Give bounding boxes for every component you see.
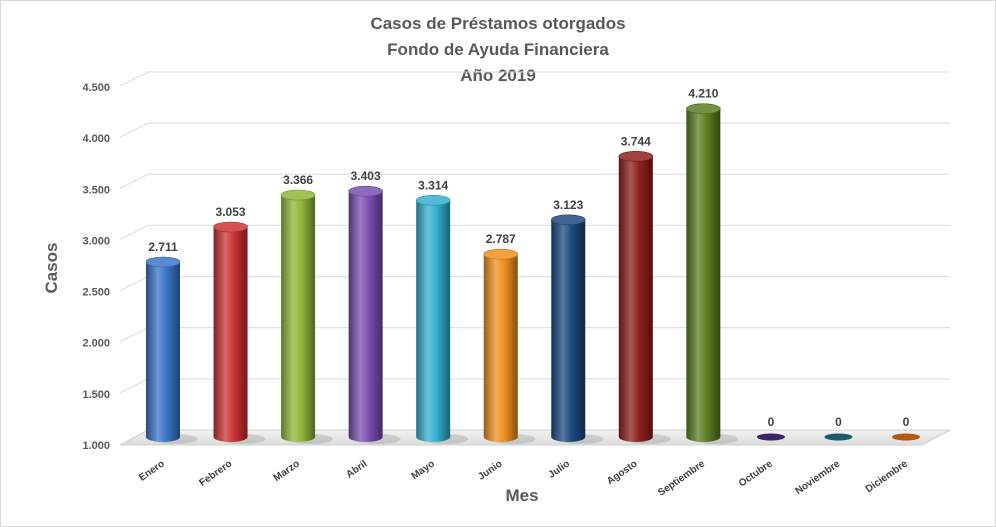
bar-agosto: [618, 151, 671, 444]
bar-zero-disk: [892, 433, 920, 441]
bar-body: [348, 191, 383, 442]
bar-body: [281, 194, 316, 442]
bar-body: [551, 219, 586, 442]
chart-title-line-3: Año 2019: [460, 66, 536, 85]
bar-diciembre: [892, 433, 920, 441]
x-tick-label: Marzo: [272, 458, 302, 484]
x-tick-label: Octubre: [737, 458, 775, 489]
x-tick-label: Mayo: [410, 458, 437, 482]
y-tick-label: 4.500: [82, 82, 110, 94]
bar-junio: [483, 248, 536, 444]
x-tick-label: Enero: [137, 458, 167, 483]
chart-floor: [119, 429, 951, 446]
x-tick-label: Septiembre: [656, 458, 707, 499]
bar-value-label: 0: [903, 415, 910, 429]
bar-noviembre: [824, 433, 853, 441]
bar-top-cap: [483, 248, 519, 260]
y-tick-label: 4.000: [82, 133, 110, 145]
bar-body: [213, 227, 248, 442]
x-tick-label: Diciembre: [864, 458, 910, 495]
bar-top-cap: [618, 151, 654, 162]
bar-body: [146, 261, 180, 442]
bar-value-label: 3.366: [283, 173, 313, 187]
bar-febrero: [213, 221, 266, 444]
y-gridline: [119, 224, 950, 240]
x-tick-label: Abril: [344, 458, 369, 480]
y-gridline: [119, 71, 950, 87]
y-tick-label: 3.500: [82, 184, 110, 196]
chart-title-line-1: Casos de Préstamos otorgados: [370, 14, 626, 33]
bar-mayo: [415, 195, 469, 444]
bar-top-cap: [415, 195, 451, 206]
y-tick-label: 2.000: [82, 338, 110, 350]
bar-value-label: 2.787: [486, 232, 516, 246]
y-tick-label: 2.500: [82, 287, 110, 299]
chart-title-line-2: Fondo de Ayuda Financiera: [387, 40, 609, 59]
bar-marzo: [280, 189, 334, 444]
bar-julio: [550, 214, 604, 444]
x-tick-label: Julio: [547, 458, 572, 480]
bar-value-label: 3.744: [621, 134, 651, 148]
bar-top-cap: [686, 103, 721, 114]
x-tick-label: Febrero: [197, 458, 234, 488]
y-tick-label: 1.500: [82, 389, 110, 401]
bar-abril: [348, 185, 401, 444]
bar-value-label: 2.711: [148, 240, 178, 254]
bar-value-label: 3.053: [216, 205, 246, 219]
bar-zero-disk: [824, 433, 853, 441]
bar-enero: [145, 256, 198, 444]
bar-octubre: [756, 433, 785, 441]
y-gridline: [119, 122, 950, 138]
bar-zero-disk: [756, 433, 785, 441]
x-tick-label: Agosto: [605, 458, 640, 487]
bar-value-label: 0: [835, 415, 842, 429]
bar-top-cap: [280, 189, 316, 201]
y-tick-label: 3.000: [82, 235, 110, 247]
bar-top-cap: [213, 221, 248, 233]
bar-body: [416, 200, 451, 442]
bar-value-label: 3.314: [418, 178, 448, 192]
bar-body: [686, 108, 721, 443]
bar-body: [483, 254, 518, 442]
bar-septiembre: [686, 103, 739, 444]
x-axis-label: Mes: [505, 486, 539, 505]
bar-body: [618, 156, 653, 442]
x-tick-label: Noviembre: [794, 458, 843, 497]
bar-value-label: 3.123: [553, 198, 583, 212]
bar-top-cap: [348, 185, 383, 197]
bar-value-label: 3.403: [351, 169, 381, 183]
bar-top-cap: [550, 214, 586, 226]
bar-value-label: 4.210: [688, 87, 718, 101]
bar-top-cap: [145, 256, 181, 268]
bar-value-label: 0: [768, 415, 775, 429]
y-tick-label: 1.000: [82, 440, 110, 452]
y-gridline: [119, 173, 950, 189]
x-tick-label: Junio: [476, 458, 504, 482]
